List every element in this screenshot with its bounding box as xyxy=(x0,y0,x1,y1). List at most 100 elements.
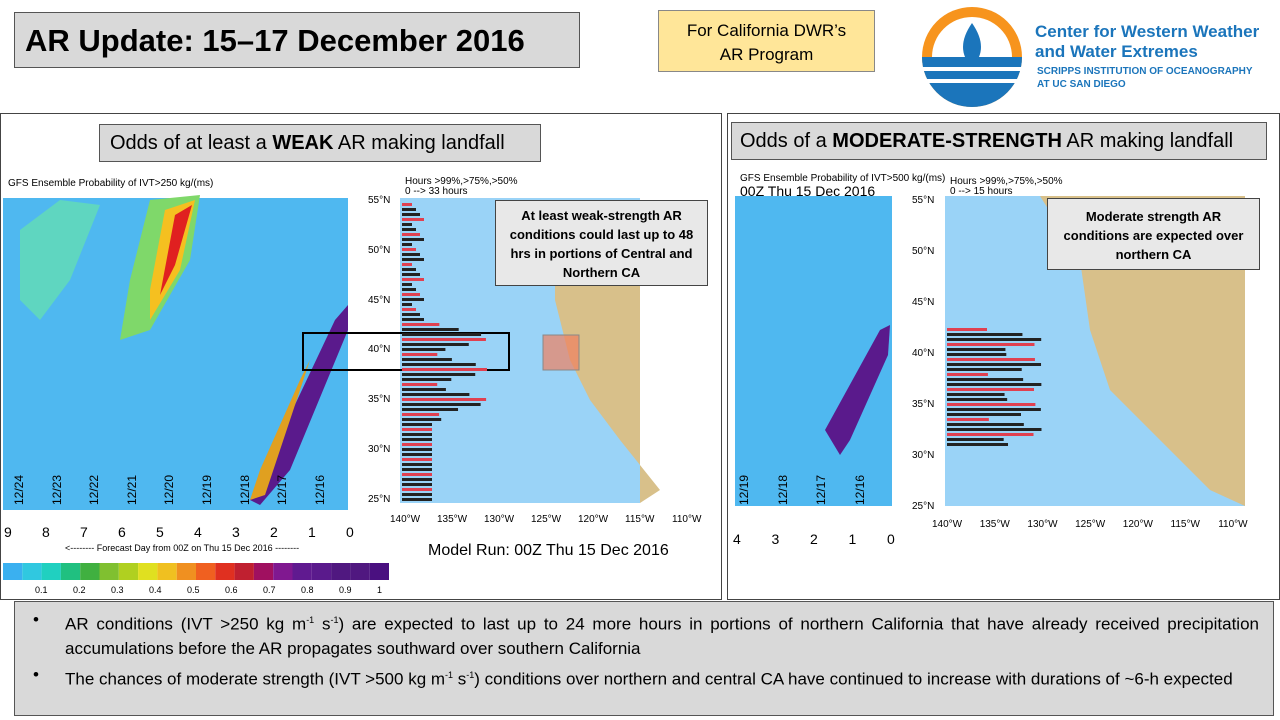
program: AR Program xyxy=(719,45,814,64)
colorbar-swatch xyxy=(234,563,254,580)
label: 0.5 xyxy=(187,585,200,595)
duration-bar xyxy=(402,243,412,246)
duration-bar xyxy=(402,368,487,371)
label: 25°N xyxy=(368,493,391,505)
duration-bar xyxy=(402,493,432,496)
colorbar-swatch xyxy=(311,563,332,580)
caption: GFS Ensemble Probability of IVT>500 kg/(… xyxy=(740,173,946,184)
label: 125°W xyxy=(531,514,562,525)
label: 115°W xyxy=(1170,519,1200,530)
hours: Hours >99%,>75%,>50% xyxy=(950,176,1063,187)
label: 12/20 xyxy=(162,474,177,505)
hours: 0 --> 15 hours xyxy=(950,186,1013,197)
label: 12/18 xyxy=(775,474,790,505)
label: 120°W xyxy=(1122,519,1153,530)
label: 3 xyxy=(232,524,240,540)
annotation: Moderate strength AR conditions are expe… xyxy=(1047,198,1260,270)
duration-bar xyxy=(947,328,987,331)
label: 0.2 xyxy=(73,585,86,595)
duration-bar xyxy=(947,428,1042,431)
label: 35°N xyxy=(912,399,935,410)
label: 12/22 xyxy=(87,474,102,505)
label: 30°N xyxy=(368,444,391,455)
duration-bar xyxy=(402,453,432,456)
duration-bar xyxy=(402,298,424,301)
duration-bar xyxy=(402,253,420,256)
duration-bar xyxy=(402,208,416,211)
duration-bar xyxy=(947,388,1035,391)
duration-bar xyxy=(402,293,420,296)
label: 12/16 xyxy=(852,474,867,505)
label: 0.7 xyxy=(263,585,276,595)
duration-bar xyxy=(402,213,420,216)
duration-bar xyxy=(947,383,1042,386)
label: 115°W xyxy=(625,514,655,525)
logo-text: AT UC SAN DIEGO xyxy=(1037,79,1126,90)
label: 130°W xyxy=(484,514,515,525)
label: 55°N xyxy=(912,195,935,206)
label: 1 xyxy=(848,531,857,547)
bullet-text: -1 xyxy=(306,615,315,625)
duration-bar xyxy=(402,218,424,221)
duration-bar xyxy=(402,463,432,466)
duration-bar xyxy=(402,403,481,406)
duration-bar xyxy=(402,223,412,226)
colorbar-swatch xyxy=(22,563,42,580)
label: 120°W xyxy=(578,514,609,525)
duration-bar xyxy=(402,328,459,331)
duration-bar xyxy=(402,323,440,326)
label: 12/19 xyxy=(737,474,751,505)
duration-bar xyxy=(402,238,424,241)
duration-bar xyxy=(402,348,446,351)
duration-bar xyxy=(402,343,469,346)
colorbar-swatch xyxy=(273,563,293,580)
label: 40°N xyxy=(368,344,391,356)
annotation: At least weak-strength AR conditions cou… xyxy=(495,200,708,286)
duration-bar xyxy=(402,258,424,261)
colorbar-swatch xyxy=(292,563,312,580)
title-box: AR Update: 15–17 December 2016 xyxy=(14,12,580,68)
colorbar-swatch xyxy=(331,563,351,580)
colorbar-swatch xyxy=(118,563,139,580)
duration-bar xyxy=(947,408,1041,411)
duration-bar xyxy=(947,348,1006,351)
duration-bar xyxy=(402,318,424,321)
hours: 0 --> 33 hours xyxy=(405,186,468,197)
label: 1 xyxy=(308,524,316,540)
duration-bar xyxy=(947,393,1005,396)
colorbar-swatch xyxy=(99,563,119,580)
duration-bar xyxy=(402,263,412,266)
duration-bar xyxy=(947,378,1024,381)
label: 35°N xyxy=(368,394,391,406)
title: AR Update: 15–17 December 2016 xyxy=(25,23,525,58)
duration-bar xyxy=(402,468,432,471)
label: 2 xyxy=(270,524,278,540)
duration-bar xyxy=(402,278,424,281)
logo-text: SCRIPPS INSTITUTION OF OCEANOGRAPHY xyxy=(1037,66,1253,77)
duration-bar xyxy=(947,423,1024,426)
duration-bar xyxy=(402,313,420,316)
duration-bar xyxy=(402,433,432,436)
hours: Hours >99%,>75%,>50% xyxy=(405,176,518,187)
label: 9 xyxy=(4,524,12,540)
duration-bar xyxy=(402,363,476,366)
label: 12/16 xyxy=(312,474,327,505)
duration-bar xyxy=(947,403,1036,406)
title-part: AR making landfall xyxy=(333,132,505,154)
duration-bar xyxy=(947,363,1042,366)
bullet-dot: • xyxy=(33,664,39,684)
label: 12/21 xyxy=(124,474,139,505)
duration-bar xyxy=(402,418,442,421)
panel-title: Odds of at least a WEAK AR making landfa… xyxy=(99,124,541,162)
x-caption: <-------- Forecast Day from 00Z on Thu 1… xyxy=(65,543,300,553)
duration-bar xyxy=(402,473,432,476)
duration-bar xyxy=(402,353,438,356)
bullet-text: -1 xyxy=(466,669,475,680)
duration-bar xyxy=(947,443,1009,446)
label: 25°N xyxy=(912,501,935,512)
duration-bar xyxy=(947,418,989,421)
duration-bar xyxy=(402,203,412,206)
label: 4 xyxy=(194,524,202,540)
title-part: WEAK xyxy=(272,132,334,154)
label: 125°W xyxy=(1075,519,1106,530)
